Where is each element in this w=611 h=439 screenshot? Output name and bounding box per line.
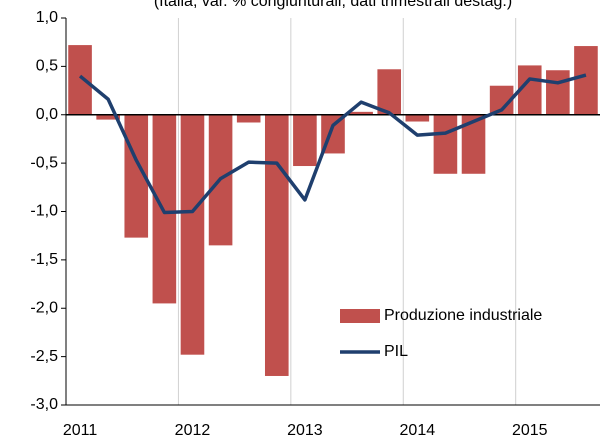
bar [236, 114, 261, 123]
y-tick-label: -3,0 [30, 396, 58, 413]
bar [349, 111, 373, 115]
y-tick-label: 0,0 [36, 106, 58, 123]
bar [517, 65, 542, 115]
legend-swatch [340, 309, 380, 323]
x-tick-label: 2012 [175, 422, 211, 439]
x-tick-label: 2015 [512, 422, 548, 439]
y-tick-label: 1,0 [36, 9, 58, 26]
bar [489, 85, 514, 115]
bar [68, 45, 92, 115]
y-tick-label: -1,5 [30, 251, 58, 268]
bar [96, 114, 120, 120]
x-tick-label: 2014 [400, 422, 436, 439]
y-tick-label: -0,5 [30, 154, 58, 171]
y-tick-label: -2,5 [30, 348, 58, 365]
x-tick-label: 2013 [287, 422, 323, 439]
y-tick-label: -1,0 [30, 203, 58, 220]
x-tick-label: 2011 [63, 422, 98, 439]
bar [574, 46, 598, 115]
bar [293, 114, 317, 167]
bar [377, 69, 402, 115]
legend-label: Produzione industriale [384, 307, 542, 324]
y-tick-label: -2,0 [30, 299, 58, 316]
bar [461, 114, 486, 174]
bar [180, 114, 205, 355]
bar [433, 114, 458, 174]
chart-subtitle: (Italia; var. % congiunturali; dati trim… [154, 0, 512, 10]
bar [546, 70, 570, 115]
bar [405, 114, 430, 122]
y-tick-label: 0,5 [36, 58, 58, 75]
bar [264, 114, 289, 376]
legend-label: PIL [384, 343, 408, 360]
line [78, 73, 587, 215]
